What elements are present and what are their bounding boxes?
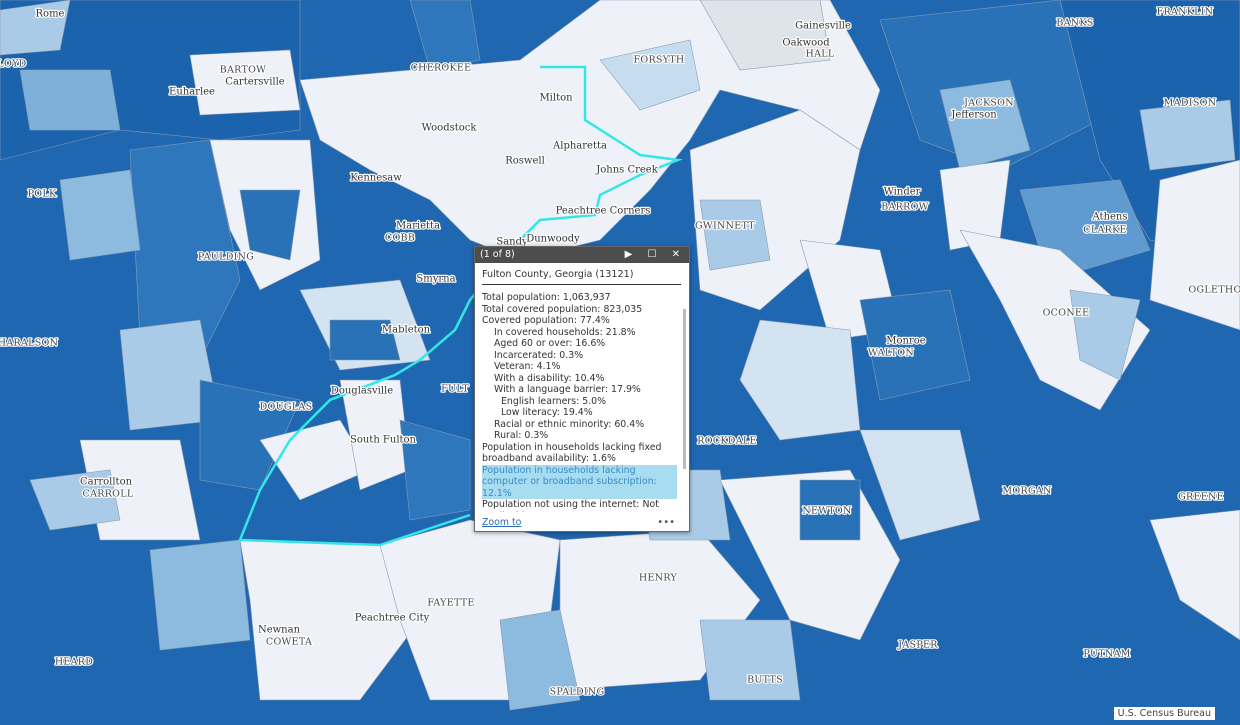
popup-field: In covered households: 21.8%: [494, 326, 636, 338]
popup-field: Racial or ethnic minority: 60.4%: [494, 418, 645, 430]
city-label: Alpharetta: [552, 141, 607, 152]
more-menu[interactable]: •••: [657, 517, 675, 528]
popup-field: Incarcerated: 0.3%: [494, 349, 584, 361]
county-label: BUTTS: [747, 675, 783, 686]
city-label: Marietta: [396, 221, 440, 232]
popup-field: Low literacy: 19.4%: [501, 407, 593, 418]
popup-field: Rural: 0.3%: [494, 430, 549, 441]
city-label: Jefferson: [950, 110, 997, 121]
popup: (1 of 8) ▶ ☐ ✕ Fulton County, Georgia (1…: [474, 246, 690, 532]
city-label: South Fulton: [350, 435, 417, 446]
county-label: SPALDING: [550, 687, 605, 698]
popup-field: Covered population: 77.4%: [482, 315, 610, 326]
county-label: HARALSON: [0, 338, 58, 349]
county-label: MORGAN: [1002, 486, 1051, 497]
city-label: Cartersville: [225, 77, 284, 88]
city-label: Smyrna: [416, 274, 455, 285]
county-label: POLK: [28, 189, 57, 200]
city-label: Euharlee: [169, 87, 215, 98]
city-label: Carrollton: [80, 477, 133, 488]
city-label: Sandy: [496, 237, 528, 248]
city-label: Johns Creek: [595, 165, 658, 176]
popup-field: Total covered population: 823,035: [482, 303, 643, 315]
county-label: CLARKE: [1083, 225, 1126, 236]
county-label: PUTNAM: [1083, 649, 1130, 660]
popup-field: Population not using the internet: Not a…: [482, 499, 659, 512]
city-label: Winder: [884, 187, 921, 198]
county-label: DOUGLAS: [260, 402, 313, 413]
city-label: Peachtree City: [355, 613, 430, 624]
county-label: PAULDING: [198, 252, 254, 263]
county-label: FAYETTE: [427, 598, 474, 609]
county-label: HENRY: [639, 573, 678, 584]
city-label: Athens: [1092, 212, 1128, 223]
popup-field: English learners: 5.0%: [501, 395, 607, 407]
popup-field: Total population: 1,063,937: [482, 292, 611, 303]
county-label: COBB: [385, 233, 415, 244]
city-label: Douglasville: [331, 386, 393, 397]
county-label: NEWTON: [802, 506, 851, 517]
popup-controls[interactable]: ▶ ☐ ✕: [624, 249, 686, 260]
county-label: JASPER: [897, 640, 938, 651]
county-label: CARROLL: [83, 489, 134, 500]
scrollbar[interactable]: [683, 309, 686, 469]
city-label: Mableton: [382, 325, 431, 336]
city-label: Monroe: [886, 336, 926, 347]
city-label: Peachtree Corners: [556, 206, 651, 217]
attribution: U.S. Census Bureau: [1113, 707, 1215, 720]
city-label: Dunwoody: [526, 234, 580, 245]
city-label: Oakwood: [782, 38, 830, 49]
county-label: BANKS: [1056, 18, 1093, 29]
county-label: FRANKLIN: [1157, 7, 1214, 18]
county-label: JACKSON: [963, 98, 1014, 109]
popup-field: Population in households lacking compute…: [482, 464, 677, 499]
popup-field: Veteran: 4.1%: [494, 361, 561, 372]
popup-field: With a disability: 10.4%: [494, 372, 605, 384]
county-label: MADISON: [1164, 98, 1217, 109]
city-label: Milton: [539, 93, 573, 104]
city-label: Newnan: [258, 625, 301, 636]
county-label: OGLETHO: [1188, 285, 1240, 296]
city-label: Kennesaw: [350, 173, 402, 184]
county-label: FULT: [441, 384, 469, 395]
county-label: HEARD: [55, 657, 93, 668]
county-label: HALL: [806, 49, 835, 60]
county-label: GWINNETT: [695, 221, 755, 232]
county-label: WALTON: [868, 348, 914, 359]
city-label: Roswell: [505, 156, 545, 167]
county-label: BARROW: [881, 202, 929, 213]
city-label: Gainesville: [795, 21, 851, 32]
popup-pager: (1 of 8): [480, 249, 515, 260]
popup-field: Population in households lacking fixed b…: [482, 441, 662, 465]
city-label: Rome: [36, 9, 65, 20]
zoom-link[interactable]: Zoom to: [482, 517, 522, 528]
county-label: OCONEE: [1043, 308, 1090, 319]
county-label: CHEROKEE: [411, 63, 472, 74]
popup-field: Aged 60 or over: 16.6%: [494, 338, 606, 349]
county-label: COWETA: [266, 637, 312, 648]
popup-header: (1 of 8) ▶ ☐ ✕: [475, 247, 689, 263]
county-label: BARTOW: [220, 65, 267, 76]
county-label: FORSYTH: [633, 55, 684, 66]
popup-body: Total population: 1,063,937 Total covered…: [482, 292, 677, 512]
popup-field: With a language barrier: 17.9%: [494, 384, 641, 395]
county-label: GREENE: [1178, 492, 1224, 503]
county-label: ROCKDALE: [697, 436, 756, 447]
city-label: Woodstock: [422, 123, 478, 134]
popup-title: Fulton County, Georgia (13121): [482, 269, 681, 285]
county-label: LOYD: [0, 59, 27, 70]
